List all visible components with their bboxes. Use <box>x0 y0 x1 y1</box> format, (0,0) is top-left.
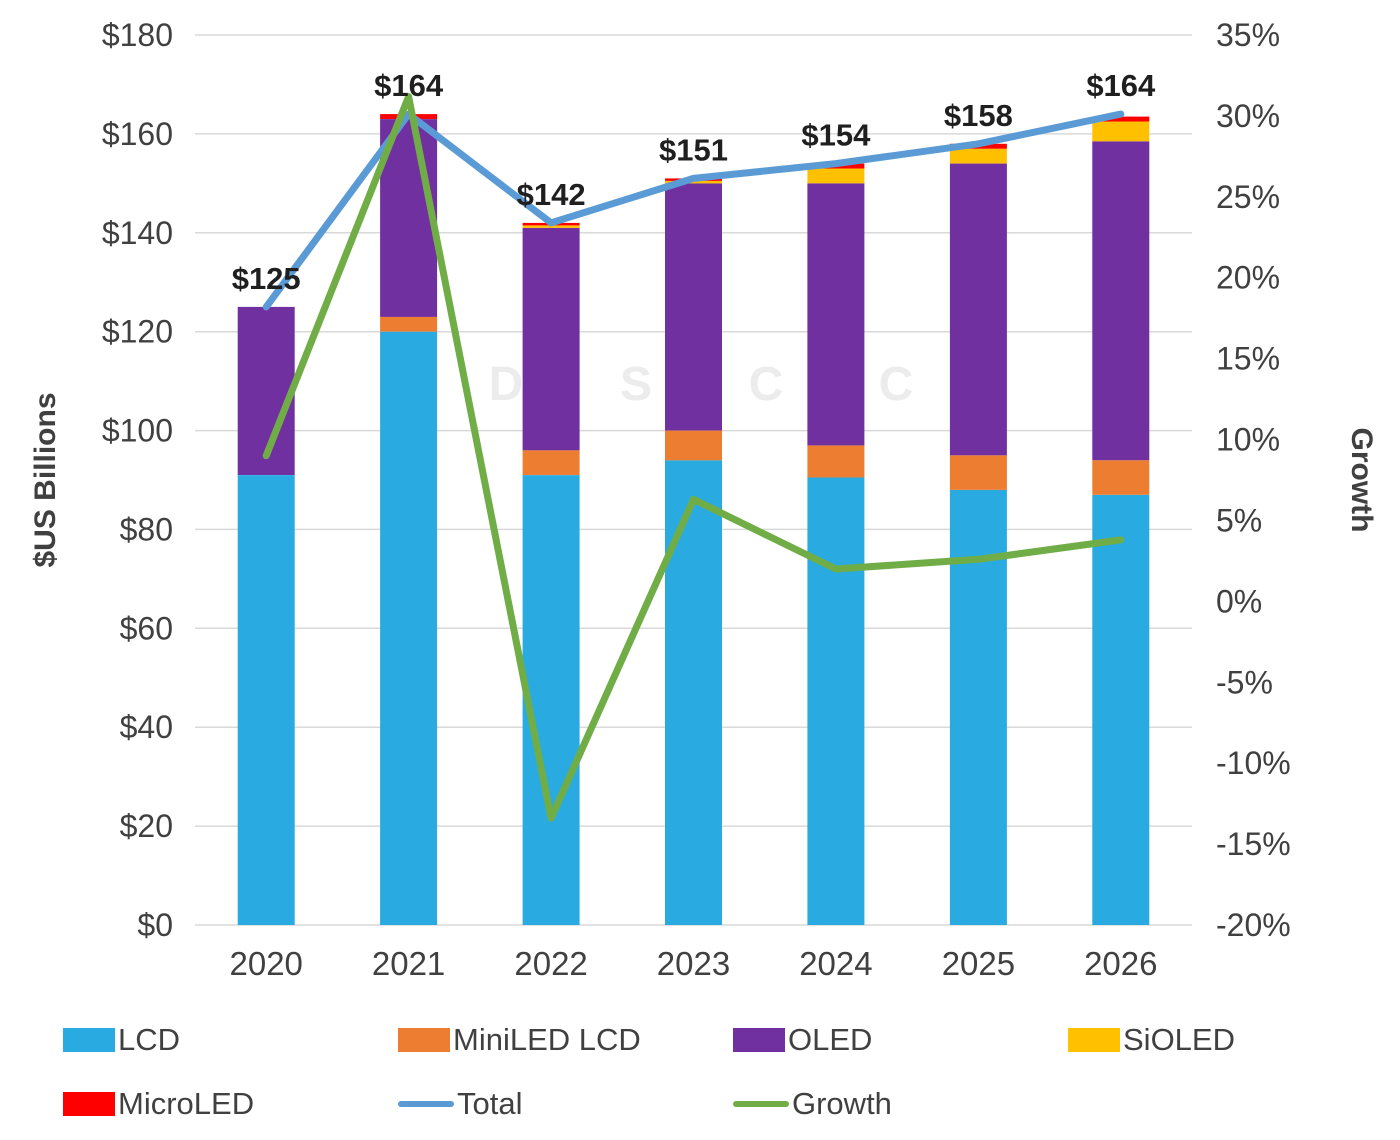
right-axis-tick: 20% <box>1216 260 1280 296</box>
sioled-swatch-icon <box>1068 1028 1120 1052</box>
watermark-letter: C <box>879 358 914 411</box>
legend-label: Total <box>457 1086 523 1121</box>
right-axis-tick: -20% <box>1216 907 1291 943</box>
left-axis-tick: $160 <box>102 116 173 152</box>
total-data-label-2020: $125 <box>232 261 301 296</box>
legend-item-lcd: LCD <box>63 1022 398 1058</box>
right-axis-tick: -10% <box>1216 745 1291 781</box>
legend-item-sioled: SiOLED <box>1068 1022 1400 1058</box>
bar-sioled-2025 <box>949 148 1007 164</box>
legend-label: MiniLED LCD <box>453 1022 641 1057</box>
bar-oled-2024 <box>807 183 865 446</box>
miniled-lcd-swatch-icon <box>398 1028 450 1052</box>
total-data-label-2026: $164 <box>1086 68 1156 103</box>
legend-item-microled: MicroLED <box>63 1086 398 1122</box>
left-axis-tick: $60 <box>120 610 173 646</box>
watermark-letter: D <box>489 358 524 411</box>
bar-miniled-lcd-2022 <box>522 450 580 475</box>
total-data-label-2025: $158 <box>944 98 1013 133</box>
bar-sioled-2022 <box>522 225 580 228</box>
bar-microled-2026 <box>1092 116 1150 122</box>
left-axis-title: $US Billions <box>29 392 62 567</box>
legend-item-miniled-lcd: MiniLED LCD <box>398 1022 733 1058</box>
x-axis-label-2020: 2020 <box>229 945 302 982</box>
right-axis-tick: 30% <box>1216 98 1280 134</box>
bar-miniled-lcd-2023 <box>665 430 722 461</box>
oled-swatch-icon <box>733 1028 785 1052</box>
growth-swatch-icon <box>733 1101 789 1107</box>
bar-lcd-2020 <box>237 475 295 925</box>
bar-lcd-2023 <box>665 460 722 925</box>
bar-miniled-lcd-2025 <box>949 455 1007 490</box>
right-axis-tick: -15% <box>1216 826 1291 862</box>
left-axis-tick: $120 <box>102 314 173 350</box>
growth-line <box>262 93 1125 822</box>
bar-miniled-lcd-2026 <box>1092 460 1150 495</box>
bar-sioled-2023 <box>665 180 722 184</box>
bar-sioled-2024 <box>807 168 865 184</box>
left-axis-tick: $100 <box>102 413 173 449</box>
bar-lcd-2024 <box>807 477 865 925</box>
legend-label: LCD <box>118 1022 181 1057</box>
legend-row-1: LCD MiniLED LCD OLED SiOLED <box>0 1008 1400 1072</box>
right-axis-tick: 25% <box>1216 179 1280 215</box>
left-axis-tick: $40 <box>120 709 173 745</box>
left-axis-tick: $0 <box>137 907 173 943</box>
x-axis-label-2023: 2023 <box>657 945 730 982</box>
lcd-swatch-icon <box>63 1028 115 1052</box>
total-swatch-icon <box>398 1101 454 1107</box>
x-axis-label-2024: 2024 <box>799 945 872 982</box>
total-data-label-2023: $151 <box>659 132 728 167</box>
total-data-label-2022: $142 <box>517 177 586 212</box>
bar-oled-2023 <box>665 183 722 431</box>
right-axis-tick: 10% <box>1216 422 1280 458</box>
x-axis-label-2025: 2025 <box>942 945 1015 982</box>
chart-canvas: D S C C $125 $164 $142 $151 $154 $158 $164 $0 $20 $40… <box>29 17 1378 982</box>
left-axis-tick: $80 <box>120 511 173 547</box>
chart-legend: LCD MiniLED LCD OLED SiOLED MicroLED Total Gro… <box>0 1008 1400 1136</box>
microled-swatch-icon <box>63 1092 115 1116</box>
right-axis-tick: -5% <box>1216 664 1273 700</box>
bar-oled-2025 <box>949 163 1007 456</box>
x-axis-label-2021: 2021 <box>372 945 445 982</box>
right-axis-title: Growth <box>1345 428 1378 533</box>
left-axis-tick: $20 <box>120 808 173 844</box>
right-axis-tick: 35% <box>1216 17 1280 53</box>
watermark-letter: S <box>620 358 652 411</box>
x-axis-label-2022: 2022 <box>514 945 587 982</box>
legend-label: SiOLED <box>1123 1022 1235 1057</box>
x-axis-label-2026: 2026 <box>1084 945 1157 982</box>
bar-sioled-2026 <box>1092 121 1150 142</box>
bar-lcd-2022 <box>522 475 580 925</box>
bar-miniled-lcd-2021 <box>380 316 438 332</box>
bar-lcd-2021 <box>380 331 438 925</box>
right-axis-tick: 0% <box>1216 583 1262 619</box>
right-axis-tick: 5% <box>1216 503 1262 539</box>
legend-item-total: Total <box>398 1086 733 1122</box>
bar-lcd-2026 <box>1092 494 1150 925</box>
legend-label: Growth <box>792 1086 892 1121</box>
total-data-label-2021: $164 <box>374 68 444 103</box>
right-axis-tick: 15% <box>1216 341 1280 377</box>
total-data-label-2024: $154 <box>801 118 871 153</box>
left-axis-tick: $140 <box>102 215 173 251</box>
legend-item-oled: OLED <box>733 1022 1068 1058</box>
legend-row-2: MicroLED Total Growth <box>0 1072 1400 1136</box>
legend-label: MicroLED <box>118 1086 255 1121</box>
bar-oled-2026 <box>1092 141 1150 461</box>
bar-miniled-lcd-2024 <box>807 445 865 478</box>
legend-item-growth: Growth <box>733 1086 1068 1122</box>
bar-oled-2022 <box>522 227 580 451</box>
legend-label: OLED <box>788 1022 873 1057</box>
watermark-letter: C <box>749 358 784 411</box>
left-axis-tick: $180 <box>102 17 173 53</box>
